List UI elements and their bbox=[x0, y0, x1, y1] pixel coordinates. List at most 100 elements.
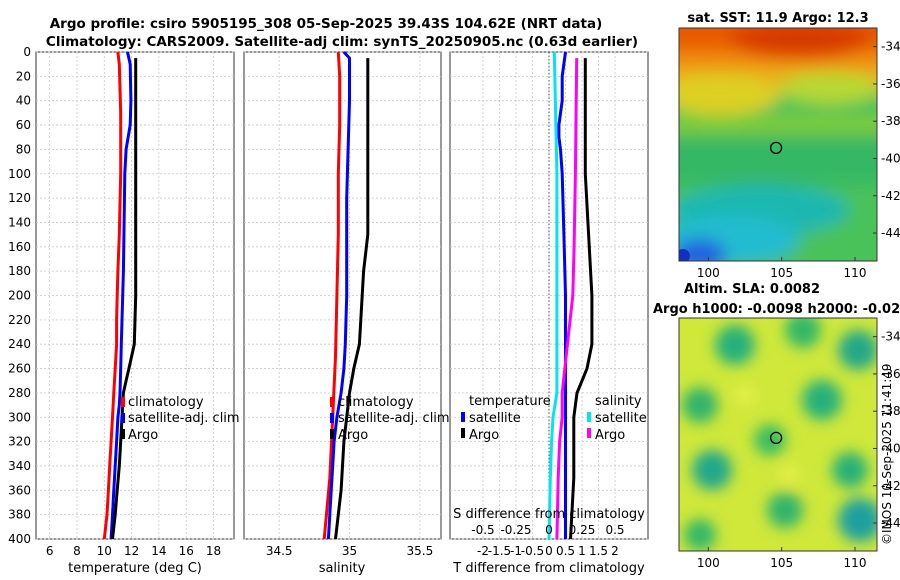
y-tick-label: 20 bbox=[16, 69, 31, 83]
sst-map-frame bbox=[678, 27, 878, 262]
y-tick-label: 80 bbox=[16, 142, 31, 156]
y-tick-label: 200 bbox=[8, 289, 31, 303]
sst-field bbox=[679, 28, 877, 261]
map-y-tick-label: -42 bbox=[881, 479, 900, 493]
x-tick-label: 1 bbox=[578, 544, 586, 558]
x-tick-label: 16 bbox=[179, 544, 194, 558]
map-y-tick-label: -34 bbox=[881, 40, 900, 54]
x-tick-label: 10 bbox=[97, 544, 112, 558]
difference-legend-temperature: temperature satellite Argo bbox=[461, 394, 551, 443]
difference-top-xlabel: S difference from climatology bbox=[453, 507, 645, 522]
y-tick-label: 160 bbox=[8, 240, 31, 254]
sla-map-frame bbox=[678, 317, 878, 552]
argo-location-marker bbox=[769, 141, 783, 155]
y-tick-label: 140 bbox=[8, 215, 31, 229]
x-tick-label: 12 bbox=[124, 544, 139, 558]
sla-map: Altim. SLA: 0.0082 Argo h1000: -0.0098 h… bbox=[653, 282, 900, 570]
map-x-tick-label: 110 bbox=[844, 556, 867, 570]
map-y-tick-label: -36 bbox=[881, 77, 900, 91]
series-line-s-argo bbox=[555, 58, 579, 540]
sst-map-title: sat. SST: 11.9 Argo: 12.3 bbox=[687, 11, 868, 26]
series-line-climatology bbox=[102, 51, 123, 540]
sla-map-subtitle: Argo h1000: -0.0098 h2000: -0.02 bbox=[653, 302, 900, 317]
map-y-tick-label: -38 bbox=[881, 404, 900, 418]
x-tick-label: 35 bbox=[342, 544, 357, 558]
map-y-tick-label: -40 bbox=[881, 151, 900, 165]
y-tick-label: 360 bbox=[8, 483, 31, 497]
legend-swatch-argo bbox=[121, 429, 125, 439]
top-x-tick-label: 0.25 bbox=[569, 523, 596, 537]
temperature-panel: 6 8 10 12 14 16 180204060801001201401601802002… bbox=[8, 45, 240, 576]
x-tick-label: 0 bbox=[545, 544, 553, 558]
y-tick-label: 40 bbox=[16, 94, 31, 108]
map-y-tick-label: -36 bbox=[881, 367, 900, 381]
difference-legend-salinity: salinity satellite Argo bbox=[587, 394, 647, 443]
legend-label-s-argo: Argo bbox=[595, 428, 625, 443]
temperature-xlabel: temperature (deg C) bbox=[68, 561, 202, 576]
top-x-tick-label: -0.25 bbox=[500, 523, 531, 537]
x-tick-label: 2 bbox=[611, 544, 619, 558]
legend-label-s-satellite: satellite bbox=[595, 411, 647, 426]
series-line-argo bbox=[111, 58, 138, 540]
x-tick-label: 1.5 bbox=[589, 544, 608, 558]
y-tick-label: 280 bbox=[8, 386, 31, 400]
y-tick-label: 220 bbox=[8, 313, 31, 327]
map-x-tick-label: 100 bbox=[697, 556, 720, 570]
top-x-tick-label: -0.5 bbox=[471, 523, 494, 537]
imos-watermark: ©IMOS 10-Sep-2025 11:41:49 bbox=[880, 363, 894, 545]
legend-label-argo: Argo bbox=[128, 428, 158, 443]
legend-swatch-s-satellite bbox=[587, 412, 591, 422]
x-tick-label: 34.5 bbox=[266, 544, 293, 558]
legend-swatch-climatology bbox=[330, 397, 334, 407]
legend-swatch-satellite bbox=[121, 413, 125, 423]
y-tick-label: 400 bbox=[8, 532, 31, 546]
legend-label-climatology: climatology bbox=[128, 395, 204, 410]
legend-label-t-satellite: satellite bbox=[469, 411, 521, 426]
y-tick-label: 340 bbox=[8, 459, 31, 473]
legend-swatch-satellite bbox=[330, 413, 334, 423]
map-x-tick-label: 105 bbox=[770, 266, 793, 280]
x-tick-label: 6 bbox=[46, 544, 54, 558]
x-tick-label: 35.5 bbox=[407, 544, 434, 558]
map-x-tick-label: 110 bbox=[844, 266, 867, 280]
series-line-t-argo bbox=[569, 58, 594, 540]
x-tick-label: -1 bbox=[510, 544, 522, 558]
y-tick-label: 100 bbox=[8, 167, 31, 181]
series-line-argo bbox=[334, 58, 370, 540]
y-tick-label: 60 bbox=[16, 118, 31, 132]
legend-swatch-t-satellite bbox=[461, 412, 465, 422]
salinity-xlabel: salinity bbox=[319, 561, 366, 576]
map-y-tick-label: -42 bbox=[881, 189, 900, 203]
legend-title-temperature: temperature bbox=[469, 394, 551, 409]
y-tick-label: 0 bbox=[23, 45, 31, 59]
legend-label-climatology: climatology bbox=[338, 395, 414, 410]
series-line-s-satellite bbox=[547, 51, 559, 540]
sla-map-title: Altim. SLA: 0.0082 bbox=[684, 282, 820, 297]
legend-label-satellite: satellite-adj. clim bbox=[128, 411, 240, 426]
sst-map: sat. SST: 11.9 Argo: 12.3 100 105 110 -34 -3… bbox=[678, 11, 900, 280]
legend-swatch-s-argo bbox=[587, 428, 591, 438]
legend-title-salinity: salinity bbox=[595, 394, 642, 409]
x-tick-label: 8 bbox=[73, 544, 81, 558]
sla-field bbox=[679, 318, 877, 551]
temperature-legend: climatology satellite-adj. clim Argo bbox=[121, 395, 240, 443]
map-x-tick-label: 105 bbox=[770, 556, 793, 570]
x-tick-label: 14 bbox=[151, 544, 166, 558]
y-tick-label: 180 bbox=[8, 264, 31, 278]
map-y-tick-label: -44 bbox=[881, 516, 900, 530]
y-tick-label: 120 bbox=[8, 191, 31, 205]
argo-location-marker bbox=[769, 431, 783, 445]
y-tick-label: 300 bbox=[8, 410, 31, 424]
map-y-tick-label: -44 bbox=[881, 226, 900, 240]
series-line-climatology bbox=[322, 51, 342, 540]
x-tick-label: 18 bbox=[206, 544, 221, 558]
y-tick-label: 240 bbox=[8, 337, 31, 351]
x-tick-label: -2 bbox=[477, 544, 489, 558]
difference-xlabel: T difference from climatology bbox=[452, 561, 645, 576]
top-x-tick-label: 0.5 bbox=[605, 523, 624, 537]
series-line-satellite-adj-clim bbox=[326, 50, 351, 540]
legend-swatch-argo bbox=[330, 429, 334, 439]
top-x-tick-label: 0 bbox=[545, 523, 553, 537]
series-line-t-satellite bbox=[557, 51, 567, 539]
